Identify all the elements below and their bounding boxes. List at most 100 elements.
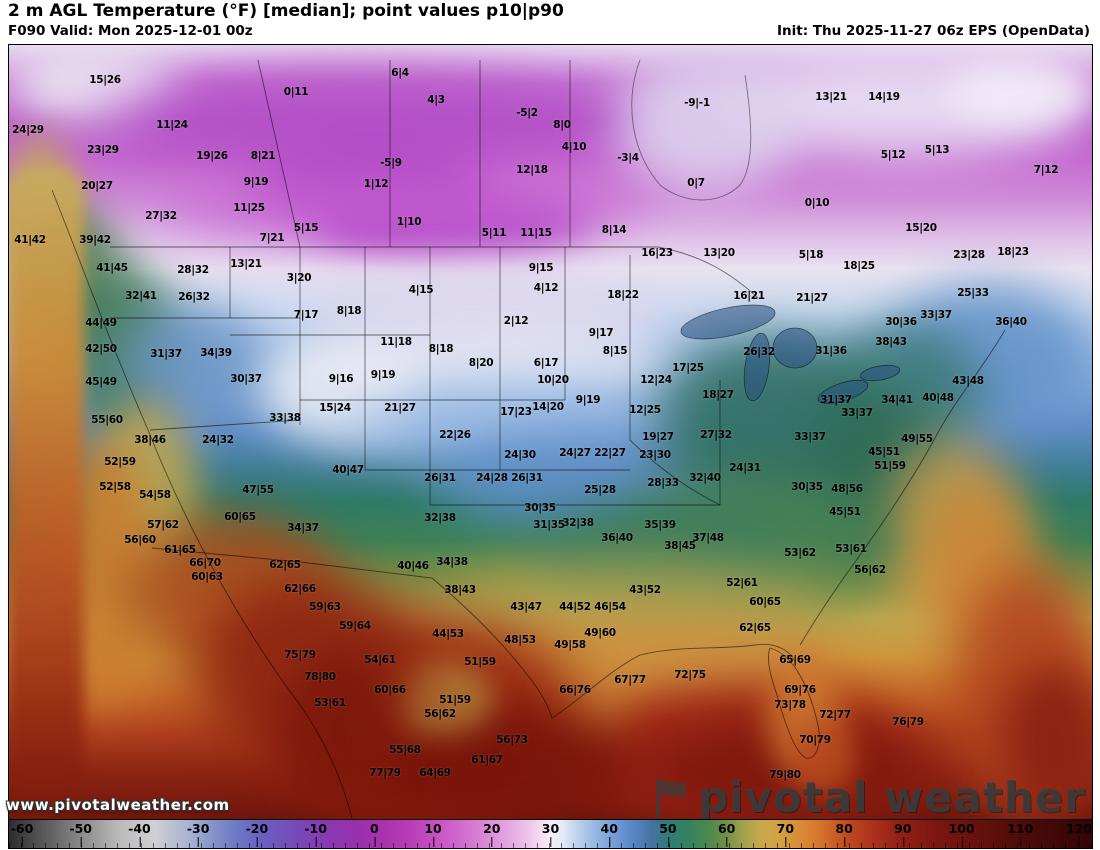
point-value: 21|27 <box>796 292 828 304</box>
point-value: 7|12 <box>1033 164 1059 176</box>
point-value: 4|12 <box>533 282 559 294</box>
point-value: 57|62 <box>147 519 179 531</box>
point-value: 45|49 <box>85 376 117 388</box>
point-value: 7|17 <box>293 309 319 321</box>
point-value: 21|27 <box>384 402 416 414</box>
point-value: 11|15 <box>520 227 552 239</box>
point-value: 24|27 <box>559 447 591 459</box>
point-value: 37|48 <box>692 532 724 544</box>
point-value: 0|11 <box>283 86 309 98</box>
temperature-field <box>9 45 1092 819</box>
colorbar-tick-label: -20 <box>245 821 269 847</box>
point-value: 43|47 <box>510 601 542 613</box>
point-value: 23|28 <box>953 249 985 261</box>
point-value: 8|18 <box>428 343 454 355</box>
point-value: 72|77 <box>819 709 851 721</box>
point-value: 22|27 <box>594 447 626 459</box>
point-value: 32|38 <box>562 517 594 529</box>
point-value: 60|66 <box>374 684 406 696</box>
point-value: 44|52 <box>559 601 591 613</box>
colorbar-tick-label: 0 <box>369 821 379 847</box>
point-value: 49|60 <box>584 627 616 639</box>
point-value: -5|9 <box>380 157 402 169</box>
point-value: 24|29 <box>12 124 44 136</box>
colorbar-ticks: -60 -50 -40 -30 -20 -10 0 10 20 30 40 50 60 70 80 90 100… <box>11 820 1092 848</box>
logo-text: pivotal weather <box>698 773 1086 822</box>
point-value: 27|32 <box>145 210 177 222</box>
pivotal-weather-logo: pivotal weather <box>654 773 1086 822</box>
point-value: 14|19 <box>868 91 900 103</box>
point-value: 31|37 <box>820 394 852 406</box>
point-value: 1|10 <box>396 216 422 228</box>
point-value: 2|12 <box>503 315 529 327</box>
point-value: 20|27 <box>81 180 113 192</box>
map-area[interactable] <box>8 44 1093 820</box>
point-value: 15|24 <box>319 402 351 414</box>
point-value: 9|17 <box>588 327 614 339</box>
header: 2 m AGL Temperature (°F) [median]; point… <box>0 0 1100 44</box>
point-value: 19|27 <box>642 431 674 443</box>
point-value: 40|47 <box>332 464 364 476</box>
point-value: 12|18 <box>516 164 548 176</box>
point-value: 13|20 <box>703 247 735 259</box>
point-value: 34|38 <box>436 556 468 568</box>
point-value: 52|61 <box>726 577 758 589</box>
point-value: 26|31 <box>511 472 543 484</box>
point-value: 15|26 <box>89 74 121 86</box>
point-value: 67|77 <box>614 674 646 686</box>
colorbar-tick-label: -50 <box>69 821 93 847</box>
point-value: 30|35 <box>524 502 556 514</box>
point-value: 8|20 <box>468 357 494 369</box>
point-value: 3|20 <box>286 272 312 284</box>
point-value: 5|11 <box>481 227 507 239</box>
point-value: 28|33 <box>647 477 679 489</box>
temperature-colorbar: -60 -50 -40 -30 -20 -10 0 10 20 30 40 50 60 70 80 90 100… <box>8 819 1093 849</box>
point-value: 56|73 <box>496 734 528 746</box>
colorbar-tick-label: 90 <box>894 821 912 847</box>
point-value: 18|23 <box>997 246 1029 258</box>
point-value: 32|38 <box>424 512 456 524</box>
colorbar-tick-label: 120 <box>1065 821 1093 847</box>
point-value: 44|49 <box>85 317 117 329</box>
point-value: 49|55 <box>901 433 933 445</box>
init-time: Init: Thu 2025-11-27 06z EPS (OpenData) <box>776 23 1090 39</box>
state-borders <box>51 59 1006 819</box>
watermark-url: www.pivotalweather.com <box>6 796 230 814</box>
point-value: 75|79 <box>284 649 316 661</box>
point-value: 27|32 <box>700 429 732 441</box>
point-value: 16|21 <box>733 290 765 302</box>
temperature-region-blob <box>940 58 1092 128</box>
point-value: 43|52 <box>629 584 661 596</box>
point-value: 38|43 <box>444 584 476 596</box>
colorbar-tick-label: 40 <box>600 821 618 847</box>
point-value: 69|76 <box>784 684 816 696</box>
point-value: 12|25 <box>629 404 661 416</box>
point-value: 61|67 <box>471 754 503 766</box>
point-value: 1|12 <box>363 178 389 190</box>
point-value: 7|21 <box>259 232 285 244</box>
point-value: 55|60 <box>91 414 123 426</box>
colorbar-tick-label: 80 <box>835 821 853 847</box>
point-value: 11|25 <box>233 202 265 214</box>
temperature-region-blob <box>998 658 1092 819</box>
colorbar-tick-label: 70 <box>776 821 795 847</box>
point-value: 39|42 <box>79 234 111 246</box>
colorbar-tick-label: 60 <box>717 821 736 847</box>
colorbar-tick-label: 10 <box>424 821 442 847</box>
point-value: 15|20 <box>905 222 937 234</box>
point-value: 30|36 <box>885 316 917 328</box>
point-value: 41|45 <box>96 262 128 274</box>
point-value: 53|61 <box>835 543 867 555</box>
point-value: 76|79 <box>892 716 924 728</box>
point-value: 52|59 <box>104 456 136 468</box>
point-value: 26|32 <box>743 346 775 358</box>
point-value: 9|19 <box>575 394 601 406</box>
point-value: 53|62 <box>784 547 816 559</box>
point-value: 46|54 <box>594 601 626 613</box>
point-value: 32|41 <box>125 290 157 302</box>
point-value: 53|61 <box>314 697 346 709</box>
point-value: 9|16 <box>328 373 354 385</box>
point-value: 18|22 <box>607 289 639 301</box>
point-value: 54|58 <box>139 489 171 501</box>
